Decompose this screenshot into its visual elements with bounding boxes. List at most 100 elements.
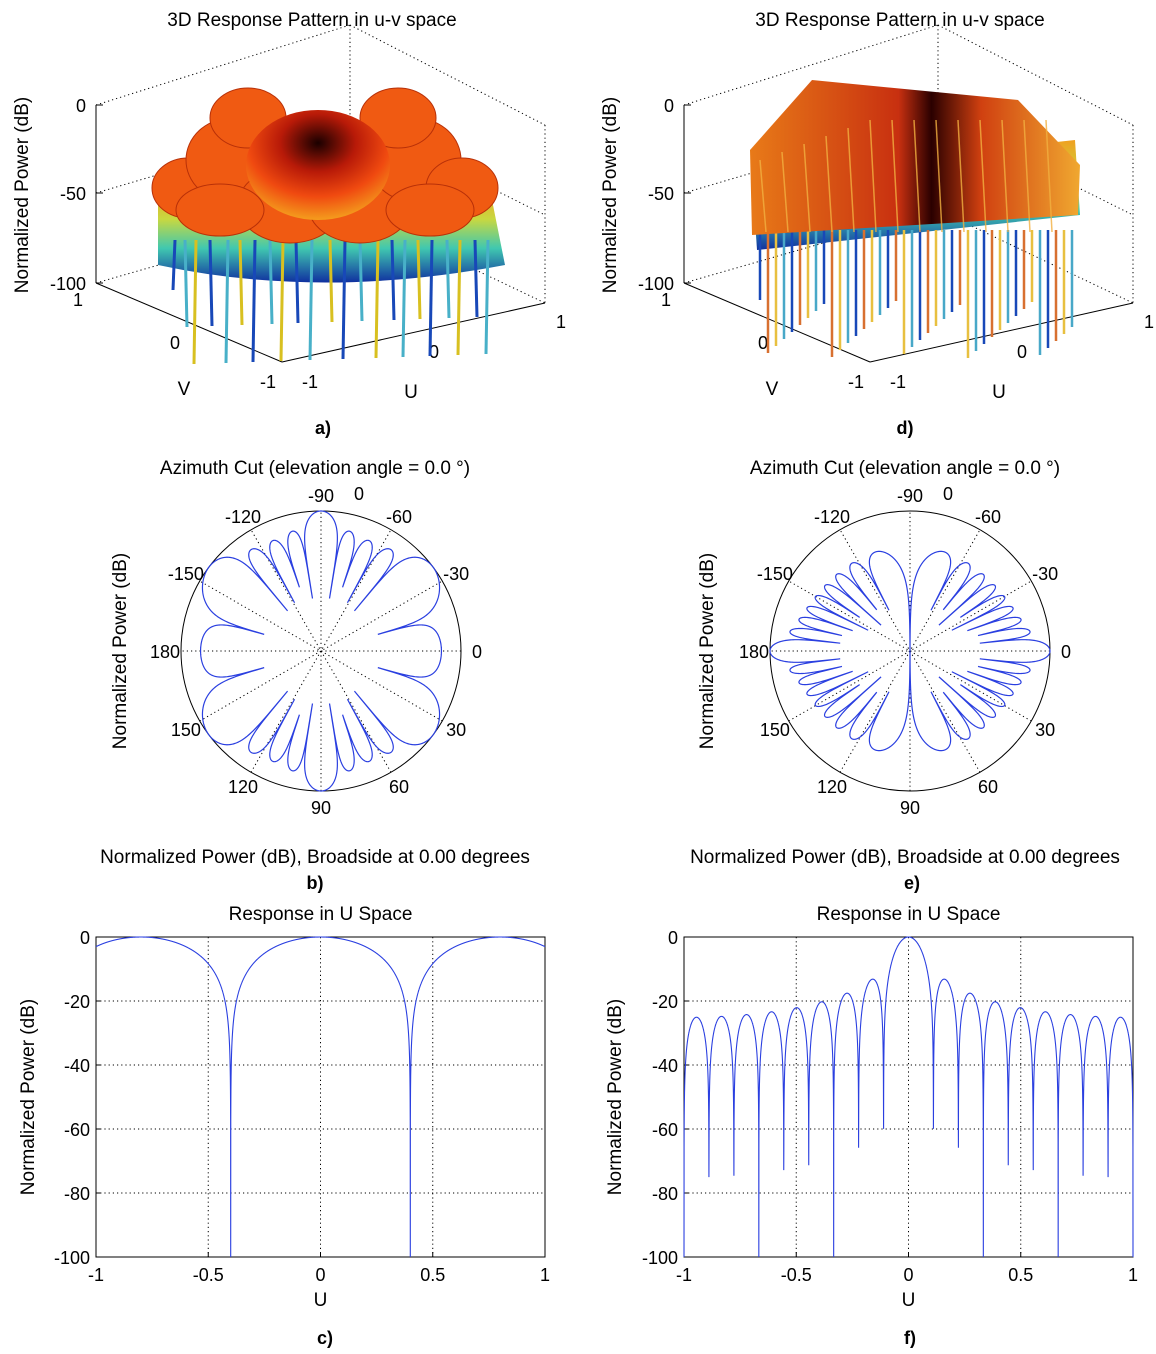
angle-label: -30	[1032, 564, 1058, 584]
angle-label: -120	[225, 507, 261, 527]
y-tick-label: -100	[642, 1248, 678, 1268]
surface-null-spike	[192, 239, 198, 365]
x-tick-label: -1	[88, 1265, 104, 1285]
u-tick-label: 0	[429, 342, 439, 362]
polar-spoke	[199, 580, 443, 722]
u-axis	[869, 302, 1134, 363]
surface-null-spike	[251, 239, 257, 363]
response-line	[683, 936, 1134, 1258]
angle-label: 0	[472, 642, 482, 662]
u-axis-label: U	[992, 382, 1006, 403]
y-tick-label: -100	[54, 1248, 90, 1268]
polar-spoke	[250, 529, 392, 773]
z-axis-label: Normalized Power (dB)	[600, 97, 621, 293]
surface-null-spike	[456, 239, 462, 356]
surface-null-spike	[473, 239, 479, 318]
surface-side-ridge	[869, 119, 877, 233]
y-axis-label: Normalized Power (dB)	[18, 999, 39, 1195]
y-tick-label: 0	[668, 928, 678, 948]
z-tick-label: -100	[50, 274, 86, 294]
polar-spoke	[788, 580, 1032, 722]
response-line	[95, 936, 546, 1258]
x-tick-label: 0.5	[420, 1265, 445, 1285]
surface-null-spike	[401, 239, 407, 358]
surface-side-ridge	[803, 143, 811, 233]
x-tick-label: 0	[315, 1265, 325, 1285]
surface-null-spike	[208, 239, 214, 327]
u-tick-label: -1	[890, 372, 906, 392]
x-tick-label: -1	[676, 1265, 692, 1285]
z-tick-label: -50	[648, 184, 674, 204]
surface-null-spike	[428, 239, 434, 357]
x-axis-label: U	[314, 1290, 328, 1311]
y-axis-label: Normalized Power (dB)	[605, 999, 626, 1195]
surface-null-spike	[224, 239, 230, 364]
v-tick-label: -1	[848, 372, 864, 392]
x-tick-label: 0	[903, 1265, 913, 1285]
x-tick-label: -0.5	[781, 1265, 812, 1285]
chart-title: 3D Response Pattern in u-v space	[755, 10, 1044, 31]
chart-title: Azimuth Cut (elevation angle = 0.0 °)	[750, 458, 1060, 479]
surface-grating-lobe	[359, 87, 437, 149]
x-tick-label: 0.5	[1008, 1265, 1033, 1285]
angle-label: 90	[900, 798, 920, 818]
surface-null-spike	[341, 239, 347, 360]
y-tick-label: -40	[64, 1056, 90, 1076]
y-tick-label: -20	[652, 992, 678, 1012]
angle-label: 150	[760, 720, 790, 740]
v-tick-label: 1	[73, 290, 83, 310]
surface-main-lobe	[246, 110, 390, 220]
angle-label: 90	[311, 798, 331, 818]
surface-null-spike	[238, 239, 244, 326]
surface-null-spike	[183, 239, 189, 328]
surface-side-ridge	[891, 119, 899, 233]
chart-title: 3D Response Pattern in u-v space	[167, 10, 456, 31]
u-tick-label: 1	[556, 312, 566, 332]
angle-label: 120	[228, 777, 258, 797]
angle-label: 0	[1061, 642, 1071, 662]
surface-null-spike	[268, 239, 274, 325]
angle-label: -60	[975, 507, 1001, 527]
surface-side-ridge	[1001, 119, 1009, 233]
angle-label: -150	[757, 564, 793, 584]
surface-side-ridge	[1045, 119, 1053, 233]
radial-tick-label: 0	[354, 484, 364, 504]
surface-side-ridge	[847, 127, 855, 233]
surface-side-ridge	[1023, 119, 1031, 233]
y-tick-label: -60	[652, 1120, 678, 1140]
surface-side-ridge	[957, 119, 965, 233]
v-tick-label: -1	[260, 372, 276, 392]
polar-pattern-line	[199, 510, 443, 792]
box-edge	[95, 24, 351, 106]
angle-label: -90	[897, 486, 923, 506]
line-plot-c: Response in U Space -1 -0.5 0 0.5 1 0 -20 -40 -60…	[18, 904, 550, 1311]
x-tick-label: 1	[1128, 1265, 1138, 1285]
y-axis-label: Normalized Power (dB)	[110, 553, 131, 749]
box-grid	[349, 117, 546, 216]
box-edge	[349, 24, 546, 126]
surface-null-spike	[279, 239, 285, 362]
u-tick-label: 0	[1017, 342, 1027, 362]
surface-side-ridge	[913, 119, 921, 233]
z-tick-label: -100	[638, 274, 674, 294]
v-axis-label: V	[766, 379, 779, 400]
surface-side-ridge	[781, 151, 789, 233]
y-tick-label: -60	[64, 1120, 90, 1140]
v-tick-label: 1	[661, 290, 671, 310]
angle-label: 120	[817, 777, 847, 797]
angle-label: 60	[389, 777, 409, 797]
caption-c: c)	[317, 1328, 333, 1348]
y-tick-label: -20	[64, 992, 90, 1012]
surface-side-ridge	[825, 135, 833, 233]
box-edge	[937, 24, 1134, 126]
chart-title: Response in U Space	[817, 904, 1001, 925]
polar-pattern-line	[769, 550, 1051, 752]
z-tick-label: 0	[664, 96, 674, 116]
angle-label: -120	[814, 507, 850, 527]
surface-null-spike	[171, 239, 177, 291]
surface-null-spike	[416, 239, 422, 320]
u-tick-label: -1	[302, 372, 318, 392]
surface-side-ridge	[759, 159, 767, 233]
chart-title: Response in U Space	[229, 904, 413, 925]
v-tick-label: 0	[170, 333, 180, 353]
